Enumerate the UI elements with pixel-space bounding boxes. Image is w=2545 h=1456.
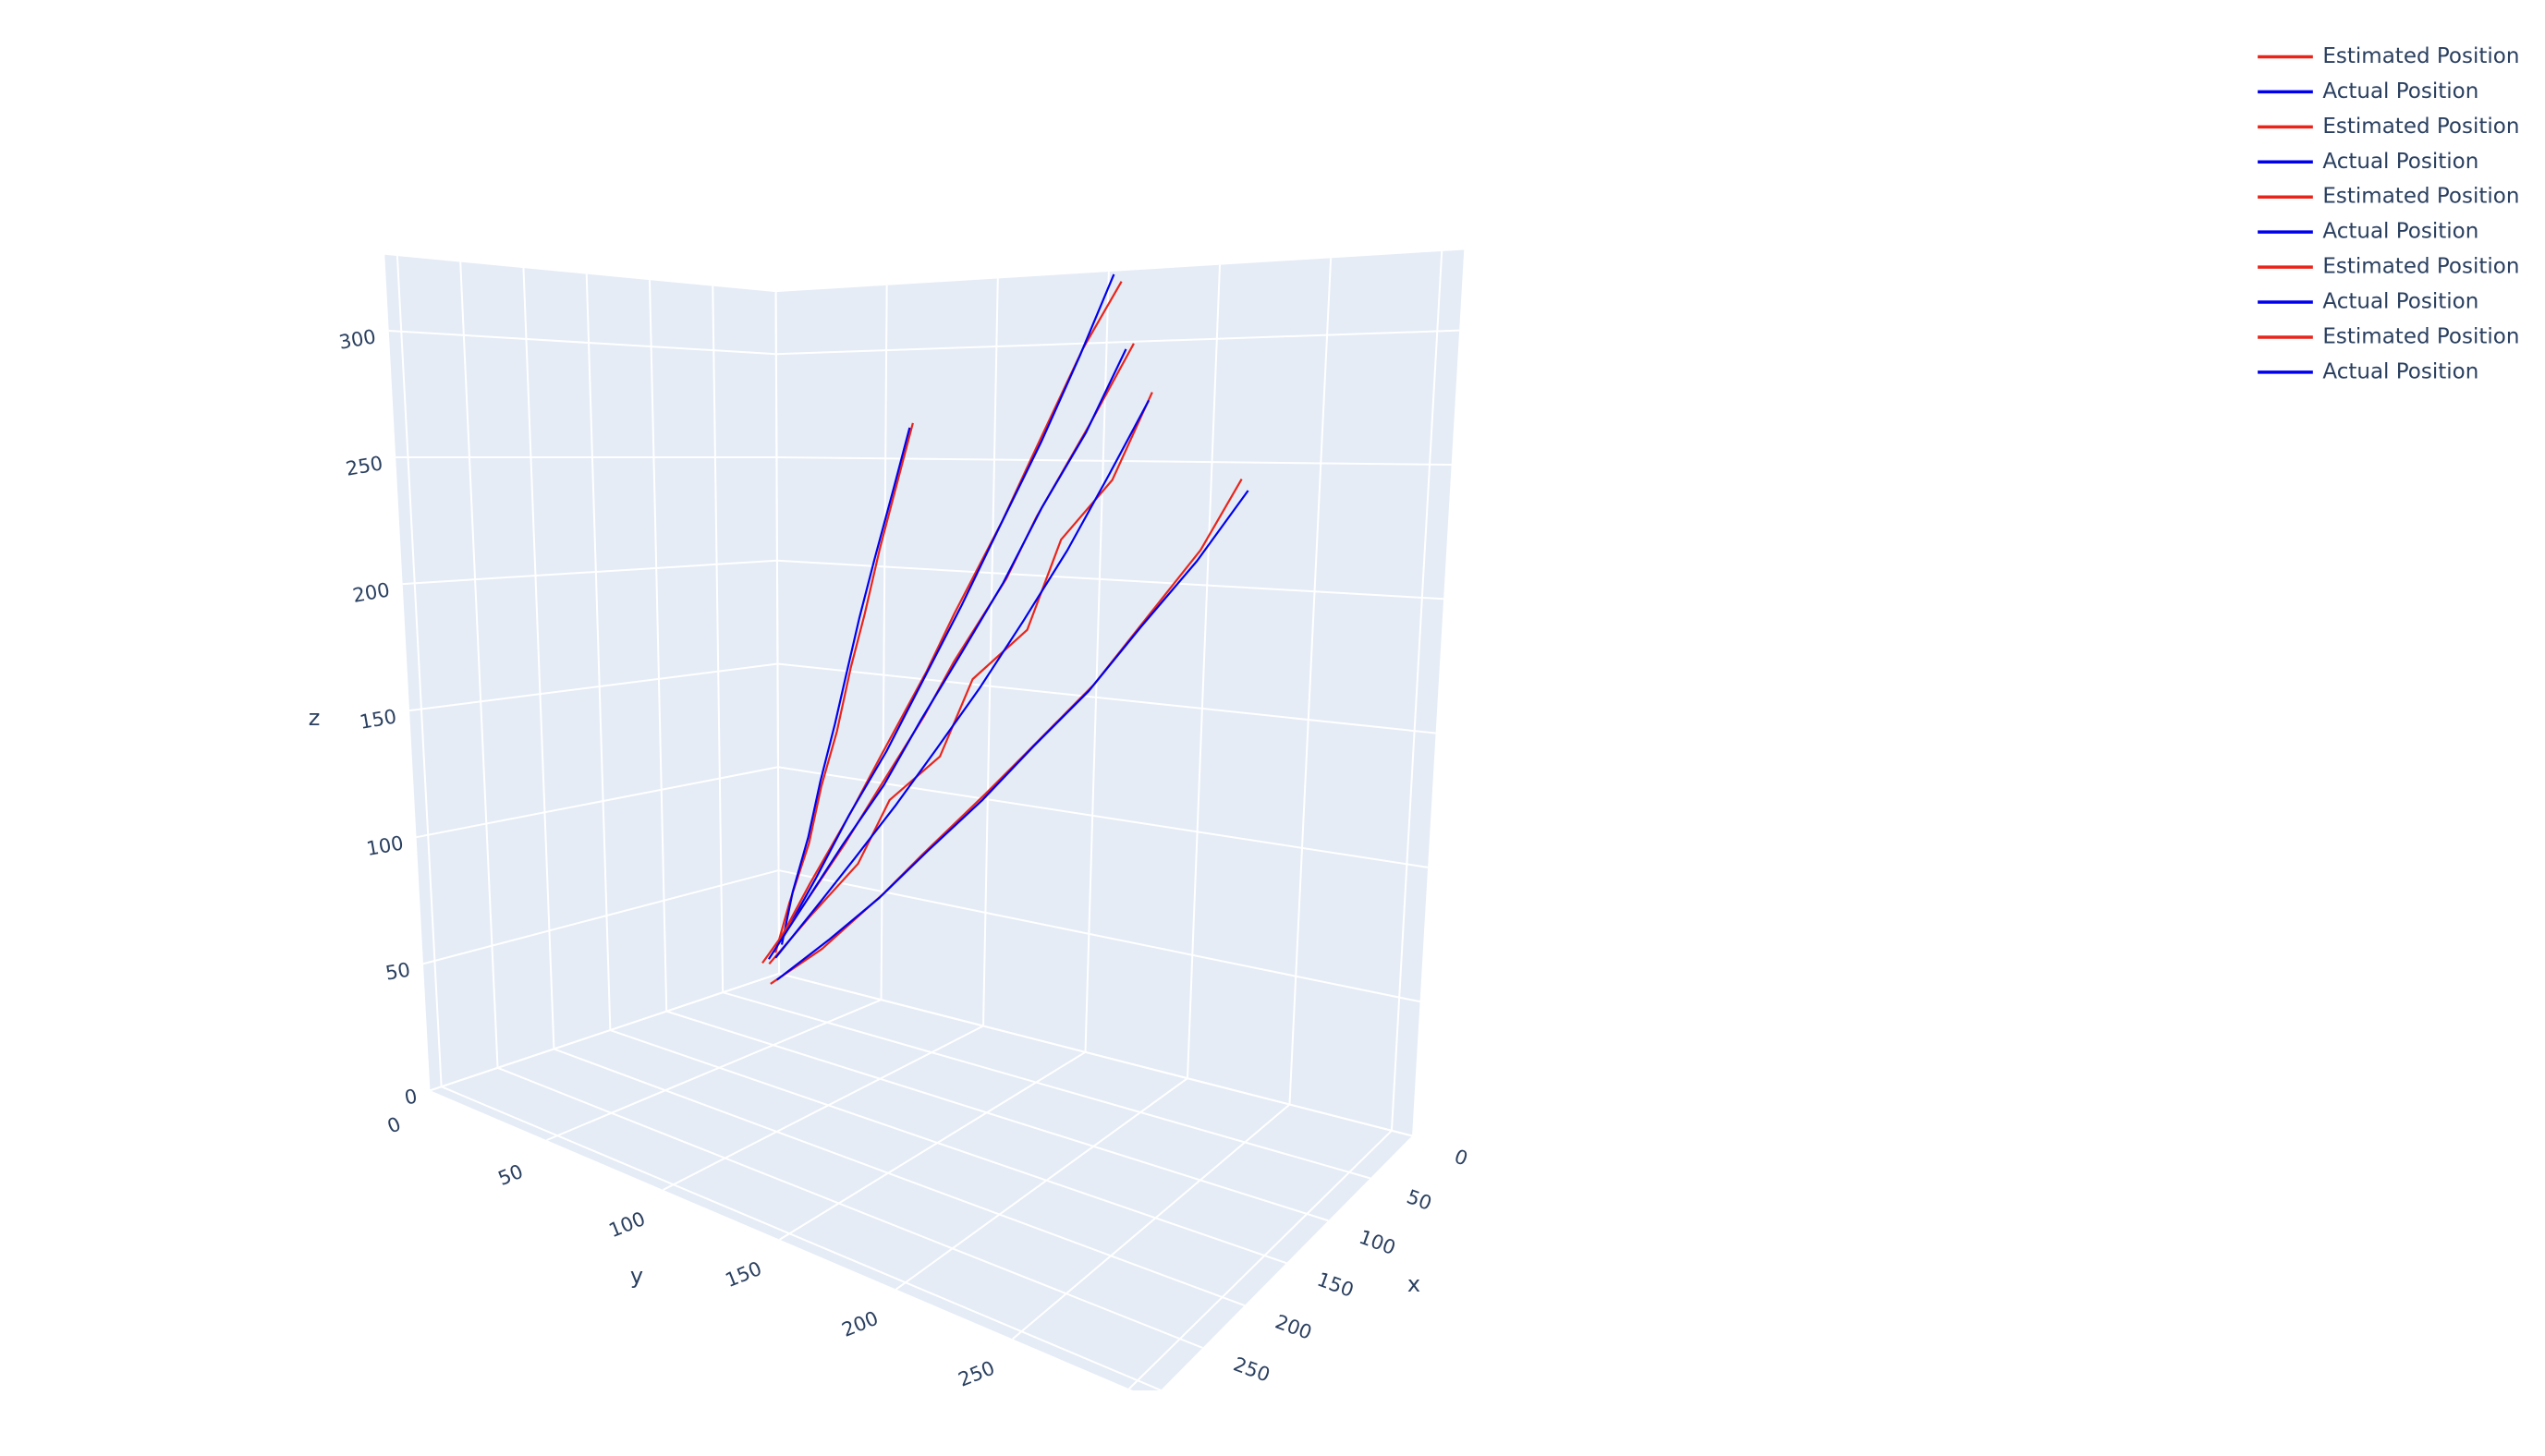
grid-line [522, 268, 555, 1050]
trajectory-line [774, 422, 914, 953]
grid-line [775, 329, 1460, 356]
legend-label: Estimated Position [2322, 324, 2519, 348]
grid-line [722, 991, 1370, 1180]
legend-label: Estimated Position [2322, 255, 2519, 279]
trajectory-line [780, 427, 911, 945]
grid-line [422, 869, 779, 965]
legend-label: Estimated Position [2322, 44, 2519, 68]
grid-line [777, 766, 1429, 868]
grid-line [776, 455, 1452, 466]
y-tick-label: 50 [495, 1160, 527, 1190]
x-tick-label: 100 [1356, 1226, 1398, 1259]
trajectory-line [776, 490, 1249, 981]
floor-pane [430, 973, 1413, 1390]
grid-line [777, 662, 1436, 734]
y-tick-label: 300 [1072, 1406, 1114, 1440]
grid-line [776, 559, 1444, 601]
trajectory-line [774, 281, 1123, 947]
grid-line [1390, 250, 1443, 1131]
grid-line [712, 285, 725, 993]
y-wall-pane [384, 254, 780, 1091]
grid-line [585, 273, 612, 1031]
trajectory-line [768, 392, 1153, 965]
grid-line [665, 1010, 1329, 1222]
grid-line [402, 559, 777, 586]
x-axis-title: x [1407, 1271, 1420, 1297]
grid-line [388, 329, 776, 356]
z-tick-label: 100 [365, 831, 406, 860]
grid-line [610, 1029, 1287, 1265]
grid-line [1288, 258, 1333, 1105]
y-tick-label: 250 [956, 1356, 998, 1390]
legend-label: Estimated Position [2322, 185, 2519, 209]
y-tick-label: 200 [839, 1307, 882, 1341]
x-tick-label: 0 [1452, 1146, 1471, 1171]
z-tick-label: 250 [344, 452, 384, 480]
legend-label: Actual Position [2322, 150, 2478, 174]
y-tick-label: 0 [384, 1112, 404, 1137]
x-wall-pane [775, 249, 1465, 1136]
z-tick-label: 150 [358, 705, 398, 734]
legend-label: Actual Position [2322, 79, 2478, 103]
y-tick-label: 150 [723, 1257, 765, 1292]
grid-line [416, 766, 779, 839]
grid-line [430, 972, 780, 1092]
x-tick-label: 250 [1231, 1353, 1273, 1386]
traces [761, 273, 1249, 985]
grid-line [779, 1050, 1087, 1241]
grid-line [1012, 1103, 1291, 1341]
trajectory-line [781, 273, 1115, 940]
trajectory-line [767, 348, 1127, 960]
legend-label: Actual Position [2322, 359, 2478, 383]
z-tick-label: 300 [337, 325, 378, 354]
z-axis-title: z [309, 705, 321, 731]
grid-line [546, 999, 882, 1142]
y-axis-title: y [630, 1263, 643, 1289]
grid-line [778, 972, 1413, 1137]
plot-area: 0501001502002503000501001502002503000501… [309, 249, 1471, 1440]
legend-label: Actual Position [2322, 220, 2478, 244]
grid-line [774, 292, 781, 974]
legend: Estimated Position Actual Position Estimat… [2258, 44, 2519, 383]
grid-line [1084, 272, 1110, 1052]
grid-line [408, 662, 778, 712]
z-tick-label: 200 [351, 578, 392, 607]
grid-line [396, 256, 443, 1087]
z-tick-label: 50 [384, 958, 411, 984]
x-tick-label: 150 [1314, 1268, 1357, 1302]
grid-line [441, 1086, 1162, 1390]
y-tick-label: 100 [605, 1207, 648, 1242]
legend-label: Estimated Position [2322, 115, 2519, 139]
grid [388, 250, 1460, 1390]
z-tick-label: 0 [403, 1086, 419, 1110]
x-tick-label: 50 [1404, 1185, 1434, 1215]
panes [384, 249, 1465, 1390]
grid-line [895, 1077, 1188, 1291]
grid-line [1186, 264, 1222, 1079]
grid-line [1128, 1130, 1393, 1389]
trajectory-line [774, 399, 1151, 959]
tick-labels: 0501001502002503000501001502002503000501… [337, 325, 1471, 1440]
grid-line [982, 278, 999, 1026]
grid-line [880, 285, 888, 1001]
x-tick-label: 300 [1188, 1395, 1231, 1428]
grid-line [497, 1066, 1203, 1349]
grid-line [663, 1025, 984, 1191]
x-tick-label: 200 [1272, 1311, 1315, 1344]
legend-label: Actual Position [2322, 290, 2478, 314]
grid-line [554, 1048, 1246, 1306]
grid-line [459, 261, 499, 1068]
grid-line [649, 280, 668, 1012]
trajectory-line [770, 479, 1243, 985]
